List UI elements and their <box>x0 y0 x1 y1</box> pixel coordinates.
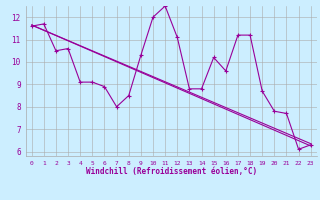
X-axis label: Windchill (Refroidissement éolien,°C): Windchill (Refroidissement éolien,°C) <box>86 167 257 176</box>
